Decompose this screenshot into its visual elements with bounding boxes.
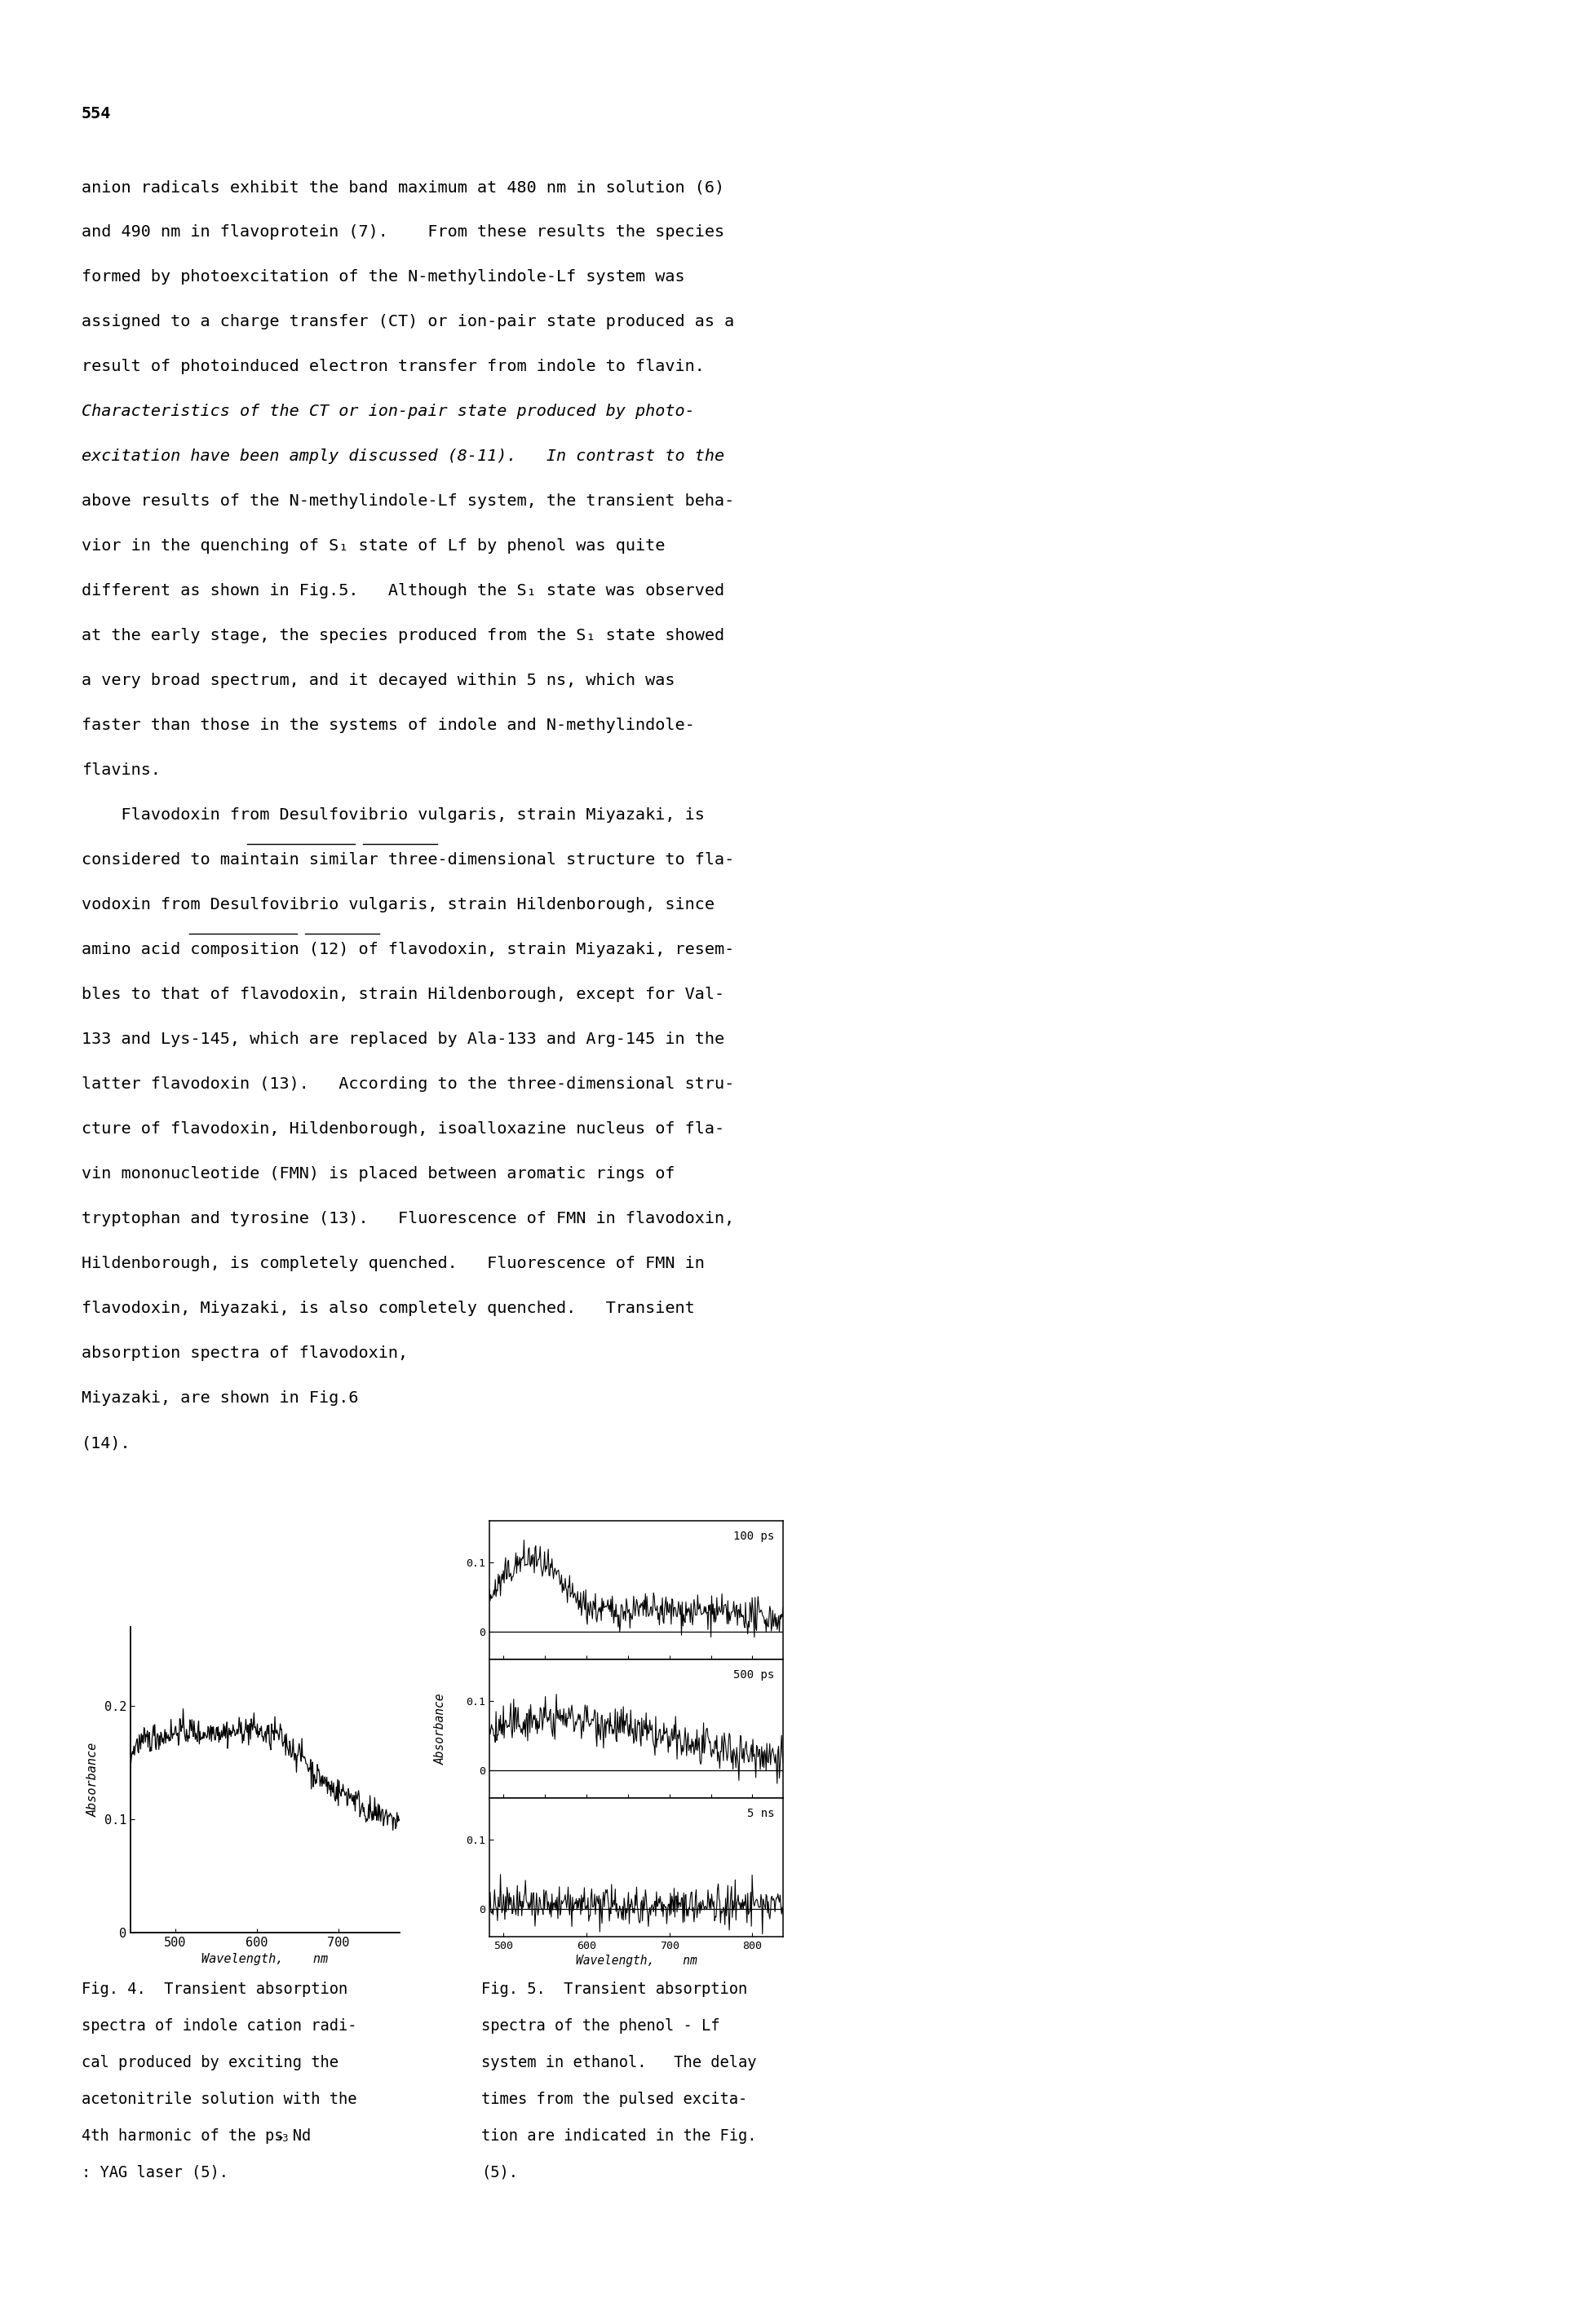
Text: different as shown in Fig.5.   Although the S₁ state was observed: different as shown in Fig.5. Although th… xyxy=(81,583,725,600)
Text: flavodoxin, Miyazaki, is also completely quenched.   Transient: flavodoxin, Miyazaki, is also completely… xyxy=(81,1301,695,1315)
Text: absorption spectra of flavodoxin,: absorption spectra of flavodoxin, xyxy=(81,1346,408,1362)
Text: assigned to a charge transfer (CT) or ion-pair state produced as a: assigned to a charge transfer (CT) or io… xyxy=(81,314,734,330)
Text: (5).: (5). xyxy=(481,2166,518,2180)
Text: Absorbance: Absorbance xyxy=(435,1694,446,1764)
Text: +3: +3 xyxy=(277,2133,290,2143)
Text: vin mononucleotide (FMN) is placed between aromatic rings of: vin mononucleotide (FMN) is placed betwe… xyxy=(81,1167,675,1181)
Text: 133 and Lys-145, which are replaced by Ala-133 and Arg-145 in the: 133 and Lys-145, which are replaced by A… xyxy=(81,1032,725,1048)
Text: result of photoinduced electron transfer from indole to flavin.: result of photoinduced electron transfer… xyxy=(81,358,704,374)
Text: system in ethanol.   The delay: system in ethanol. The delay xyxy=(481,2054,757,2071)
Text: spectra of the phenol - Lf: spectra of the phenol - Lf xyxy=(481,2017,720,2034)
Text: 5 ns: 5 ns xyxy=(747,1808,774,1820)
Text: faster than those in the systems of indole and N-methylindole-: faster than those in the systems of indo… xyxy=(81,718,695,732)
Text: vodoxin from Desulfovibrio vulgaris, strain Hildenborough, since: vodoxin from Desulfovibrio vulgaris, str… xyxy=(81,897,715,913)
Text: tion are indicated in the Fig.: tion are indicated in the Fig. xyxy=(481,2129,757,2143)
Text: times from the pulsed excita-: times from the pulsed excita- xyxy=(481,2092,747,2108)
Text: Characteristics of the CT or ion-pair state produced by photo-: Characteristics of the CT or ion-pair st… xyxy=(81,404,695,418)
Text: cture of flavodoxin, Hildenborough, isoalloxazine nucleus of fla-: cture of flavodoxin, Hildenborough, isoa… xyxy=(81,1120,725,1136)
Text: 100 ps: 100 ps xyxy=(733,1532,774,1541)
Text: 500 ps: 500 ps xyxy=(733,1669,774,1680)
Text: (14).: (14). xyxy=(81,1436,131,1450)
Text: and 490 nm in flavoprotein (7).    From these results the species: and 490 nm in flavoprotein (7). From the… xyxy=(81,223,725,239)
Text: Hildenborough, is completely quenched.   Fluorescence of FMN in: Hildenborough, is completely quenched. F… xyxy=(81,1255,704,1271)
Text: tryptophan and tyrosine (13).   Fluorescence of FMN in flavodoxin,: tryptophan and tyrosine (13). Fluorescen… xyxy=(81,1211,734,1227)
Text: bles to that of flavodoxin, strain Hildenborough, except for Val-: bles to that of flavodoxin, strain Hilde… xyxy=(81,988,725,1002)
Text: a very broad spectrum, and it decayed within 5 ns, which was: a very broad spectrum, and it decayed wi… xyxy=(81,672,675,688)
Text: Fig. 5.  Transient absorption: Fig. 5. Transient absorption xyxy=(481,1982,747,1996)
Text: 554: 554 xyxy=(81,107,112,121)
Text: : YAG laser (5).: : YAG laser (5). xyxy=(81,2166,228,2180)
Text: Flavodoxin from Desulfovibrio vulgaris, strain Miyazaki, is: Flavodoxin from Desulfovibrio vulgaris, … xyxy=(81,806,704,823)
Text: latter flavodoxin (13).   According to the three-dimensional stru-: latter flavodoxin (13). According to the… xyxy=(81,1076,734,1092)
Text: cal produced by exciting the: cal produced by exciting the xyxy=(81,2054,338,2071)
Text: 4th harmonic of the ps Nd: 4th harmonic of the ps Nd xyxy=(81,2129,311,2143)
Text: amino acid composition (12) of flavodoxin, strain Miyazaki, resem-: amino acid composition (12) of flavodoxi… xyxy=(81,941,734,957)
Text: formed by photoexcitation of the N-methylindole-Lf system was: formed by photoexcitation of the N-methy… xyxy=(81,270,685,284)
Text: acetonitrile solution with the: acetonitrile solution with the xyxy=(81,2092,357,2108)
Text: vior in the quenching of S₁ state of Lf by phenol was quite: vior in the quenching of S₁ state of Lf … xyxy=(81,539,664,553)
X-axis label: Wavelength,    nm: Wavelength, nm xyxy=(575,1954,696,1966)
Text: anion radicals exhibit the band maximum at 480 nm in solution (6): anion radicals exhibit the band maximum … xyxy=(81,179,725,195)
Text: Miyazaki, are shown in Fig.6: Miyazaki, are shown in Fig.6 xyxy=(81,1390,358,1406)
Text: excitation have been amply discussed (8-11).   In contrast to the: excitation have been amply discussed (8-… xyxy=(81,449,725,465)
Text: above results of the N-methylindole-Lf system, the transient beha-: above results of the N-methylindole-Lf s… xyxy=(81,493,734,509)
Text: spectra of indole cation radi-: spectra of indole cation radi- xyxy=(81,2017,357,2034)
Text: at the early stage, the species produced from the S₁ state showed: at the early stage, the species produced… xyxy=(81,627,725,644)
X-axis label: Wavelength,    nm: Wavelength, nm xyxy=(202,1952,328,1966)
Text: considered to maintain similar three-dimensional structure to fla-: considered to maintain similar three-dim… xyxy=(81,853,734,867)
Y-axis label: Absorbance: Absorbance xyxy=(88,1743,100,1817)
Text: flavins.: flavins. xyxy=(81,762,161,779)
Text: Fig. 4.  Transient absorption: Fig. 4. Transient absorption xyxy=(81,1982,347,1996)
